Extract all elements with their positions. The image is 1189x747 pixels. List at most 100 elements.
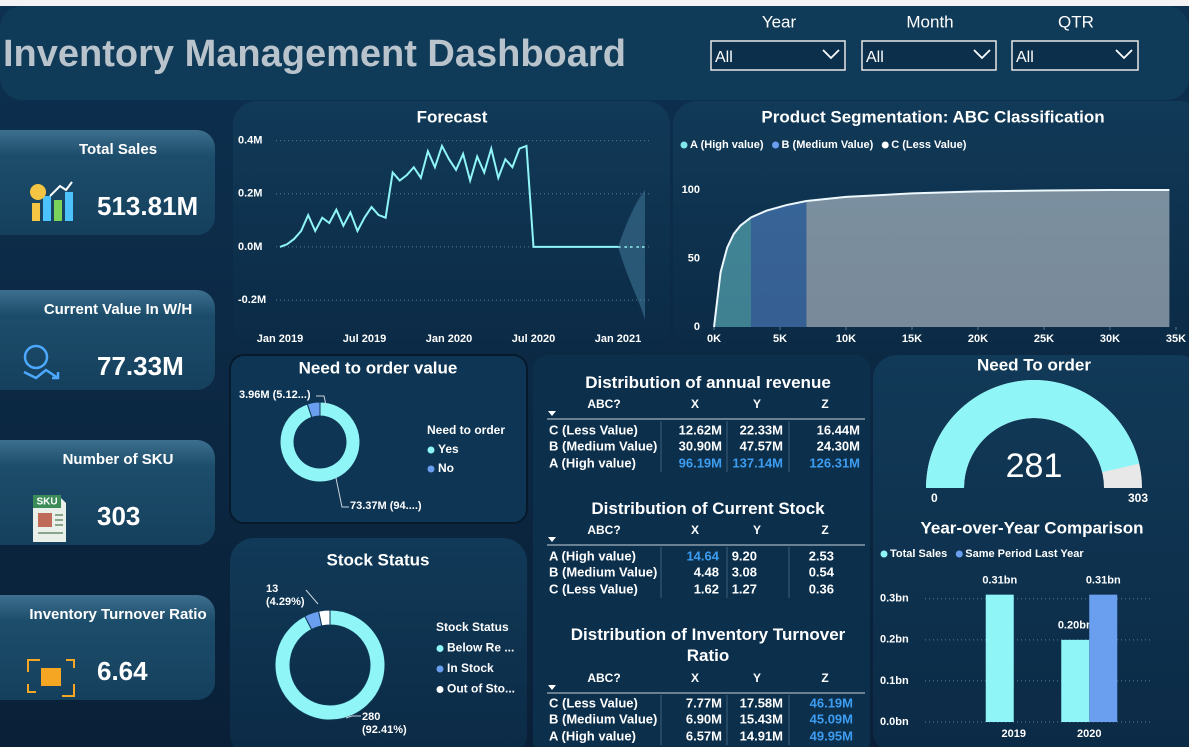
filter-label: Year [762, 12, 797, 31]
table-cell: 17.58M [740, 695, 783, 710]
table-cell: 14.64 [686, 548, 719, 563]
header-panel [0, 6, 1189, 100]
filter-value: All [1016, 49, 1034, 66]
chart-title: Year-over-Year Comparison [921, 518, 1144, 537]
table-header: Z [821, 671, 828, 685]
icon-arrows [27, 659, 75, 697]
legend-label: Out of Sto... [447, 682, 515, 696]
legend-dot [772, 141, 780, 149]
kpi-card [0, 130, 215, 235]
table-cell: 9.20 [732, 548, 757, 563]
icon-arrow [23, 368, 60, 380]
kpi-value: 303 [97, 501, 140, 531]
row-label: A (High value) [549, 455, 636, 470]
leader-line [335, 477, 349, 508]
bar [985, 594, 1014, 722]
table-cell: 2.53 [809, 548, 834, 563]
legend-dot [427, 465, 435, 473]
table-cell: 22.33M [740, 422, 783, 437]
table-cell: 0.54 [809, 564, 835, 579]
kpi-label: Inventory Turnover Ratio [29, 606, 206, 623]
legend-dot [436, 645, 444, 652]
leader-line [316, 395, 327, 406]
legend-label: Total Sales [890, 548, 947, 560]
kpi-icons: SKU [23, 181, 75, 697]
table-cell: 6.90M [686, 711, 722, 726]
filter-dropdown [710, 40, 846, 71]
y-tick-label: 50 [688, 252, 700, 264]
icon-bar [43, 196, 51, 221]
donut-slice [279, 401, 361, 483]
y-tick-label: 100 [682, 184, 700, 196]
kpi-value: 77.33M [97, 351, 184, 381]
table-cell: 1.62 [694, 581, 719, 596]
forecast-line [279, 143, 618, 248]
kpi-value: 513.81M [97, 191, 198, 221]
filter-label: QTR [1058, 12, 1094, 31]
donut-slice [318, 609, 331, 627]
bar [1089, 594, 1118, 722]
icon-text: SKU [36, 497, 57, 508]
row-label: C (Less Value) [549, 422, 638, 437]
table-cell: 126.31M [809, 455, 860, 470]
area-line [806, 189, 1170, 202]
x-tick-label: 15K [902, 333, 922, 345]
kpi-label: Number of SKU [63, 451, 174, 468]
table-cell: 3.08 [732, 564, 757, 579]
y-tick-label: -0.2M [238, 294, 266, 306]
table-header: Z [821, 523, 828, 537]
legend-dot [880, 550, 888, 558]
icon-trend [49, 181, 73, 197]
x-tick-label: Jul 2019 [343, 333, 386, 345]
filter-dropdown [1011, 40, 1139, 71]
data-label: 3.96M (5.12...) [239, 389, 311, 401]
gauge-value-label: 281 [1006, 447, 1063, 485]
y-tick-label: 0.1bn [880, 675, 909, 687]
table-header: ABC? [587, 523, 620, 537]
icon-bar [65, 192, 73, 221]
leader-line [345, 715, 361, 719]
data-label: 0.31bn [982, 575, 1017, 587]
legend-label: B (Medium Value) [782, 139, 874, 151]
data-label: 0.31bn [1086, 575, 1121, 587]
table-cell: 49.95M [810, 728, 853, 743]
icon-dollar [23, 344, 49, 370]
gauge-max: 303 [1128, 491, 1148, 505]
legend-label: Yes [438, 442, 459, 456]
table-cell: 45.09M [810, 711, 853, 726]
table-cell: 137.14M [732, 455, 783, 470]
table-cell: 12.62M [679, 422, 722, 437]
row-label: B (Medium Value) [549, 711, 657, 726]
x-tick-label: 5K [773, 333, 787, 345]
row-label: B (Medium Value) [549, 564, 657, 579]
table-header: ABC? [587, 671, 620, 685]
table-header: Z [821, 397, 828, 411]
table-header: Y [753, 397, 761, 411]
y-tick-label: 0.0bn [880, 716, 909, 728]
chart-title: Forecast [417, 107, 488, 126]
legend-label: In Stock [447, 661, 494, 675]
y-tick-label: 0.2M [238, 188, 262, 200]
x-tick-label: Jul 2020 [512, 333, 555, 345]
filter-value: All [866, 49, 884, 66]
row-label: C (Less Value) [549, 581, 638, 596]
y-tick-label: 0 [694, 321, 700, 333]
row-label: A (High value) [549, 548, 636, 563]
gauge-value [926, 380, 1140, 488]
y-tick-label: 0.2bn [880, 634, 909, 646]
table-cell: 0.36 [809, 581, 834, 596]
dashboard-title: Inventory Management Dashboard [3, 33, 626, 75]
table-cell: 30.90M [679, 438, 722, 453]
kpi-value: 6.64 [97, 656, 148, 686]
x-tick-label: 25K [1034, 333, 1054, 345]
icon-parcel [41, 668, 61, 686]
legend-label: No [438, 461, 454, 475]
x-tick-label: 0K [707, 333, 721, 345]
table-cell: 24.30M [817, 438, 860, 453]
row-label: B (Medium Value) [549, 438, 657, 453]
area-line [713, 216, 752, 328]
table-cell: 4.48 [694, 564, 719, 579]
table-cell: 16.44M [817, 422, 860, 437]
